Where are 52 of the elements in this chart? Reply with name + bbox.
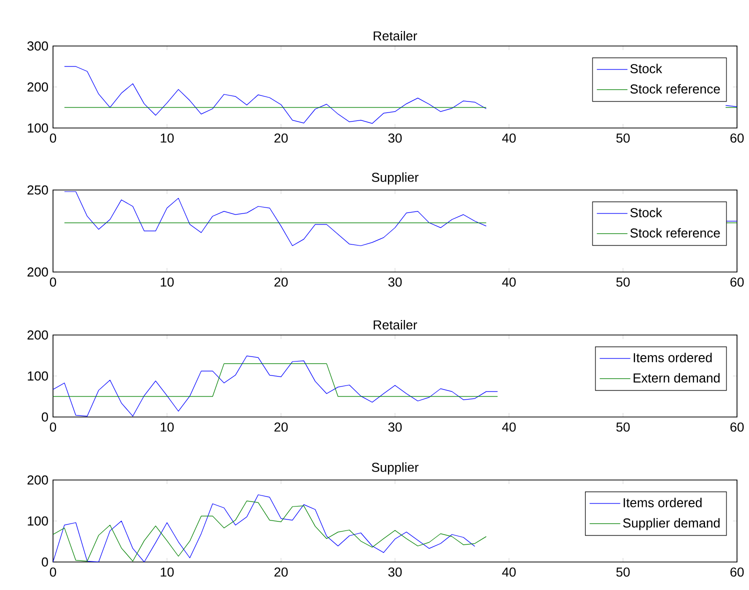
x-tick-label: 20	[274, 277, 288, 287]
x-tick-label: 20	[274, 133, 288, 143]
legend-label: Stock reference	[630, 228, 720, 238]
x-tick-label: 0	[50, 277, 56, 287]
legend-label: Supplier demand	[623, 518, 720, 530]
y-tick-label: 200	[28, 267, 48, 277]
x-tick-label: 30	[388, 422, 402, 432]
legend-label: Stock	[630, 64, 662, 74]
chart-title: Supplier	[372, 172, 419, 184]
x-tick-label: 40	[502, 567, 516, 577]
chart-title: Retailer	[374, 30, 418, 40]
x-tick-label: 60	[730, 277, 744, 287]
chart-title: Supplier	[372, 462, 419, 474]
legend-label: Items ordered	[624, 498, 702, 508]
y-tick-label: 200	[28, 475, 48, 485]
x-tick-label: 60	[730, 133, 744, 143]
x-tick-label: 20	[274, 567, 288, 577]
x-tick-label: 40	[502, 422, 516, 432]
y-tick-label: 100	[28, 123, 48, 133]
line-series	[53, 356, 498, 416]
x-tick-label: 0	[50, 133, 56, 143]
x-tick-label: 10	[160, 277, 174, 287]
x-tick-label: 60	[730, 567, 744, 577]
x-tick-label: 10	[160, 422, 174, 432]
chart-title: Retailer	[374, 320, 418, 330]
x-tick-label: 50	[616, 422, 630, 432]
y-tick-label: 200	[28, 330, 48, 340]
y-tick-label: 200	[28, 82, 48, 92]
legend-label: Stock	[630, 208, 662, 218]
y-tick-label: 250	[28, 185, 48, 195]
y-tick-label: 100	[28, 516, 48, 526]
legend-label: Extern demand	[634, 373, 720, 383]
legend-label: Items ordered	[634, 352, 712, 362]
x-tick-label: 30	[388, 567, 402, 577]
x-tick-label: 20	[274, 422, 288, 432]
y-tick-label: 0	[42, 557, 48, 567]
x-tick-label: 60	[730, 422, 744, 432]
y-tick-label: 300	[27, 41, 48, 51]
x-tick-label: 0	[50, 567, 56, 577]
x-tick-label: 40	[502, 277, 516, 287]
x-tick-label: 10	[160, 133, 174, 143]
x-tick-label: 0	[50, 422, 56, 432]
x-tick-label: 30	[388, 277, 402, 287]
y-tick-label: 0	[42, 412, 48, 422]
x-tick-label: 10	[160, 567, 174, 577]
x-tick-label: 50	[616, 133, 630, 143]
x-tick-label: 30	[388, 133, 402, 143]
x-tick-label: 40	[502, 133, 516, 143]
legend-label: Stock reference	[630, 84, 720, 94]
y-tick-label: 100	[28, 371, 48, 381]
x-tick-label: 50	[616, 567, 630, 577]
x-tick-label: 50	[616, 277, 630, 287]
